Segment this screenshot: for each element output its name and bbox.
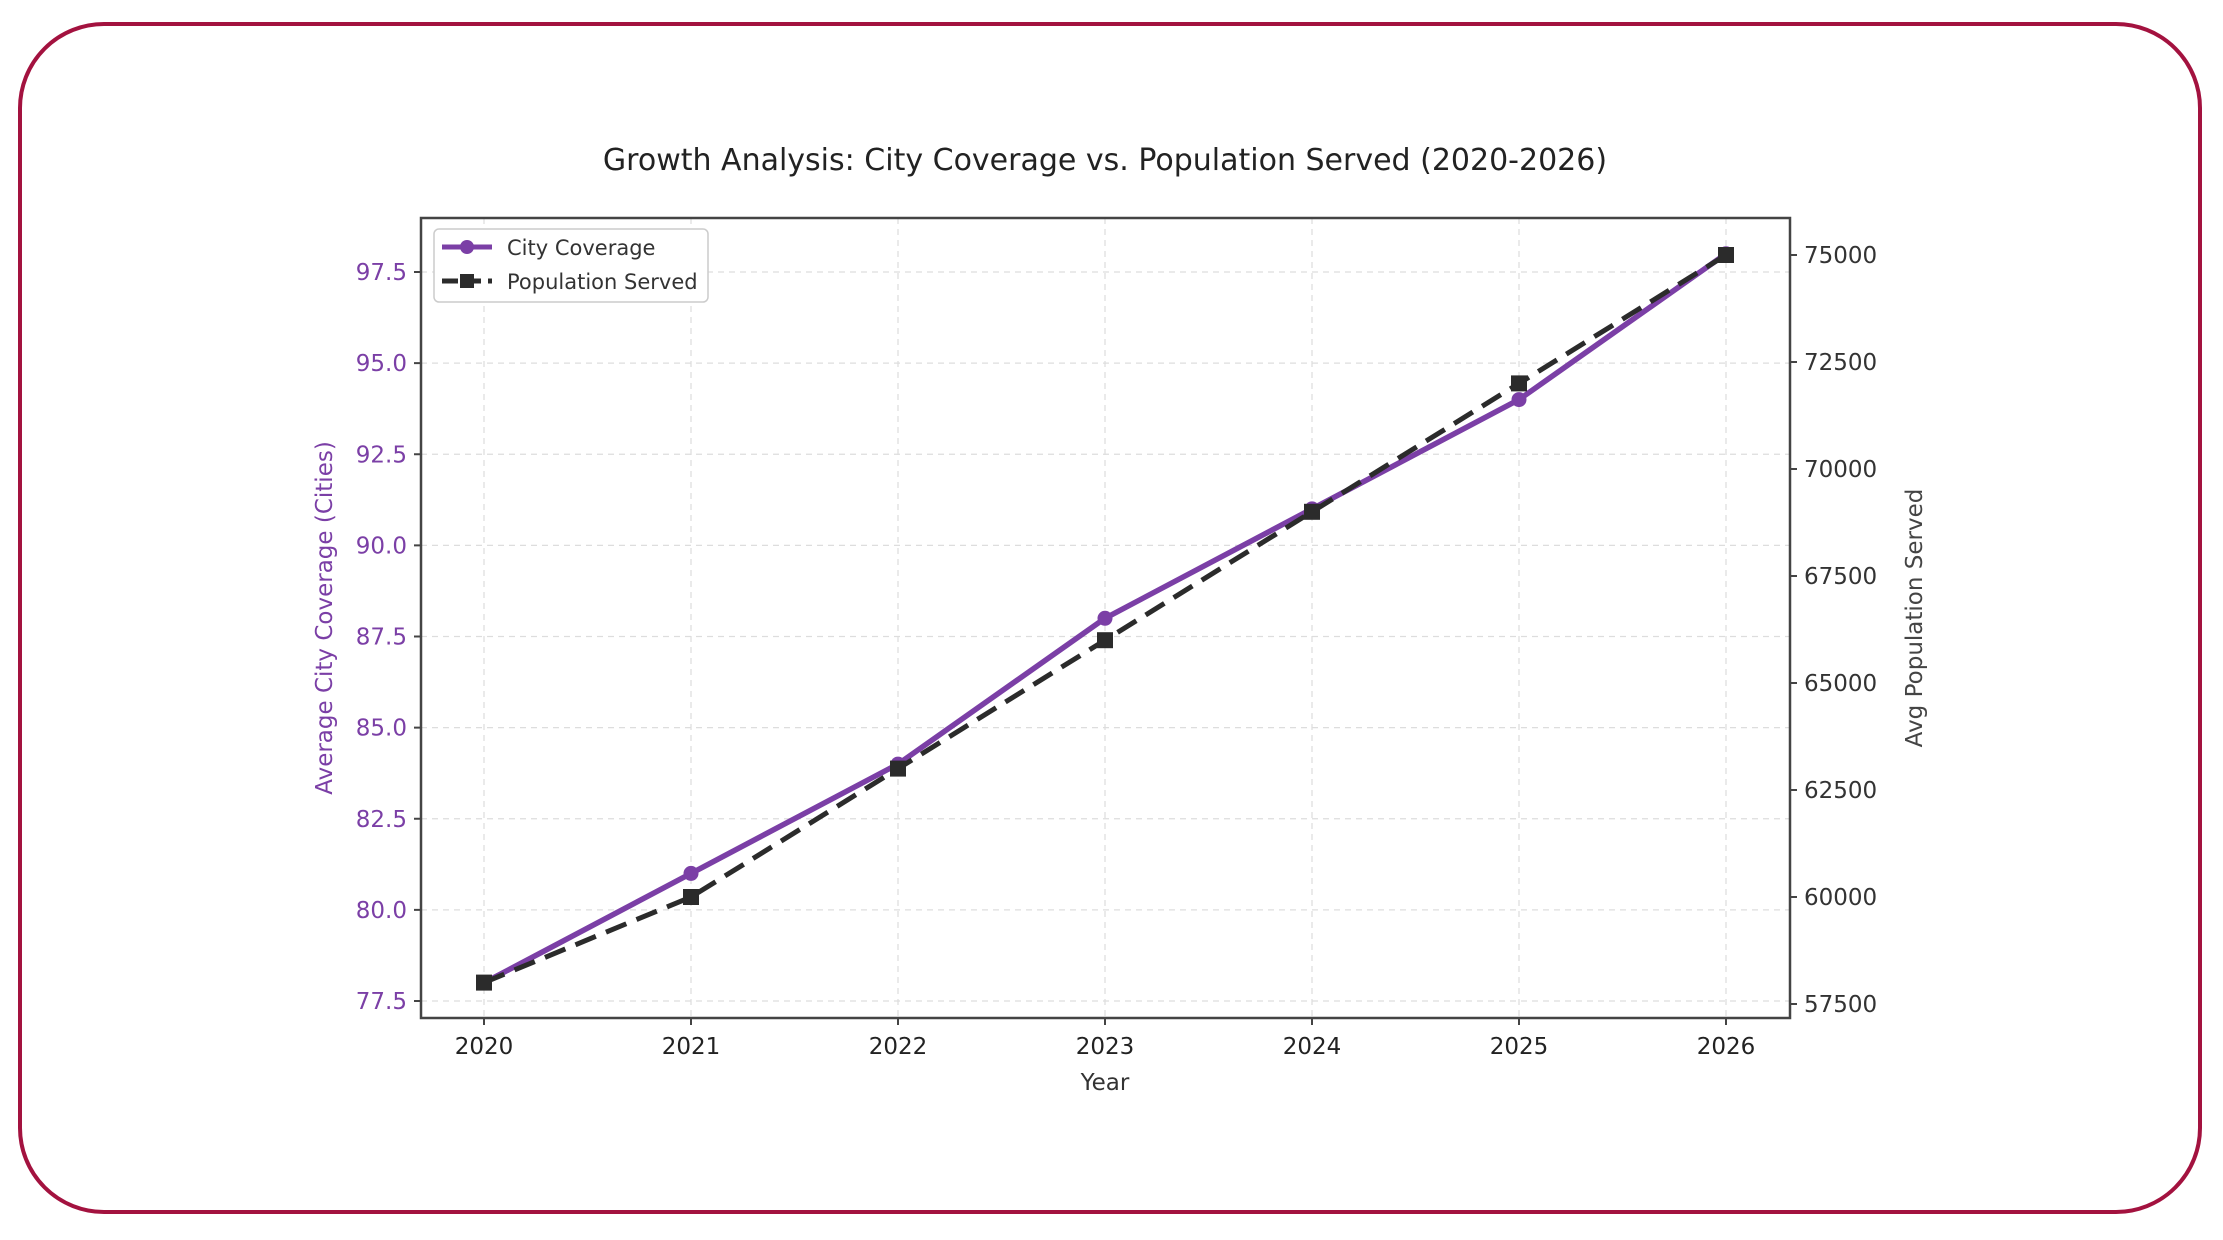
- right-y-axis-label: Avg Population Served: [1902, 489, 1928, 748]
- left-y-tick-label: 90.0: [356, 533, 407, 559]
- left-y-tick-label: 85.0: [356, 716, 407, 742]
- x-tick-label: 2025: [1490, 1034, 1549, 1060]
- legend-population-served-marker: [460, 274, 474, 288]
- legend-box: [433, 228, 709, 303]
- population-served-point: [1718, 247, 1734, 263]
- population-served-point: [890, 760, 906, 777]
- left-y-tick-label: 92.5: [356, 442, 407, 468]
- population-served-point: [1097, 632, 1113, 649]
- legend-city-coverage-label: City Coverage: [507, 236, 655, 260]
- legend-city-coverage-marker: [460, 240, 474, 254]
- right-y-tick-label: 67500: [1804, 564, 1877, 590]
- population-served-point: [683, 889, 699, 905]
- right-y-tick-label: 72500: [1804, 350, 1877, 376]
- population-served-point: [1304, 503, 1320, 520]
- legend-population-served-label: Population Served: [507, 270, 698, 294]
- city-coverage-point: [683, 865, 699, 881]
- x-tick-label: 2022: [869, 1034, 928, 1060]
- city-coverage-point: [1097, 610, 1113, 626]
- x-axis-label: Year: [1080, 1070, 1130, 1096]
- legend: City Coverage Population Served: [433, 228, 709, 303]
- left-y-tick-label: 80.0: [356, 898, 407, 924]
- card-frame: [18, 22, 2202, 1214]
- population-served-point: [476, 974, 492, 991]
- right-y-tick-label: 70000: [1804, 457, 1877, 483]
- chart-title: Growth Analysis: City Coverage vs. Popul…: [603, 143, 1607, 178]
- left-y-tick-label: 82.5: [356, 807, 407, 833]
- left-y-tick-label: 97.5: [356, 260, 407, 286]
- population-served-point: [1511, 375, 1527, 392]
- x-tick-label: 2023: [1076, 1034, 1135, 1060]
- left-y-tick-label: 87.5: [356, 625, 407, 651]
- left-y-axis-label: Average City Coverage (Cities): [312, 441, 338, 795]
- x-tick-label: 2024: [1283, 1034, 1342, 1060]
- city-coverage-point: [1511, 392, 1527, 408]
- right-y-tick-label: 60000: [1804, 885, 1877, 911]
- x-tick-label: 2020: [455, 1034, 514, 1060]
- x-tick-label: 2026: [1697, 1034, 1756, 1060]
- x-tick-label: 2021: [662, 1034, 721, 1060]
- right-y-tick-label: 65000: [1804, 671, 1877, 697]
- right-y-tick-label: 62500: [1804, 778, 1877, 804]
- left-y-tick-label: 77.5: [356, 989, 407, 1015]
- left-y-tick-label: 95.0: [356, 351, 407, 377]
- right-y-tick-label: 75000: [1804, 243, 1877, 269]
- right-y-tick-label: 57500: [1804, 992, 1877, 1018]
